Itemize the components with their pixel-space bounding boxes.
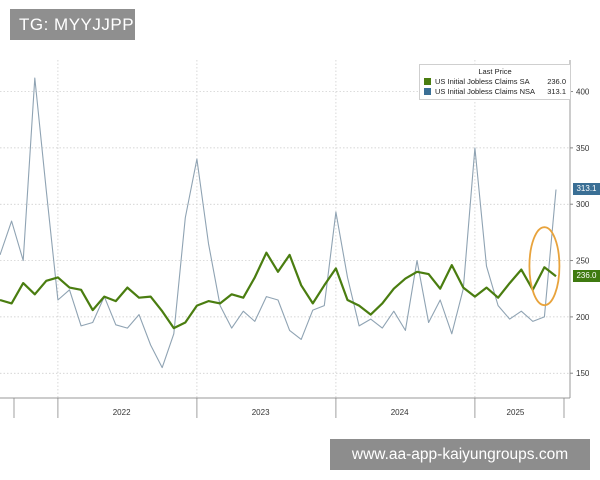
x-tick-label-2022: 2022 — [113, 408, 131, 417]
legend-value-nsa: 313.1 — [547, 86, 566, 96]
x-tick-label-2024: 2024 — [391, 408, 409, 417]
legend-swatch-nsa — [424, 87, 431, 95]
series-layer — [0, 77, 557, 369]
x-tick-label-2023: 2023 — [252, 408, 270, 417]
last-price-tag-sa: 236.0 — [573, 270, 600, 283]
legend-title: Last Price — [478, 67, 512, 76]
tg-watermark: TG: MYYJJPP — [10, 9, 135, 40]
url-watermark: www.aa-app-kaiyungroups.com — [330, 439, 590, 470]
y-tick-label-350: 350 — [576, 144, 590, 153]
series-line-sa — [0, 251, 557, 330]
legend-item-nsa: US Initial Jobless Claims NSA 313.1 — [420, 86, 570, 96]
highlight-ellipse — [528, 226, 561, 307]
y-tick-label-300: 300 — [576, 200, 590, 209]
legend-item-sa: US Initial Jobless Claims SA 236.0 — [420, 76, 570, 86]
grid-layer — [0, 60, 570, 398]
y-tick-label-250: 250 — [576, 257, 590, 266]
legend-label-sa: US Initial Jobless Claims SA — [435, 76, 530, 86]
y-tick-label-400: 400 — [576, 88, 590, 97]
y-tick-label-150: 150 — [576, 369, 590, 378]
axis-layer: 150 200 250 300 350 400 2022 2023 2024 2025 — [0, 60, 590, 418]
last-price-tag-nsa: 313.1 — [573, 183, 600, 196]
series-line-nsa — [0, 77, 557, 369]
x-tick-label-2025: 2025 — [507, 408, 525, 417]
legend-label-nsa: US Initial Jobless Claims NSA — [435, 86, 536, 96]
legend-swatch-sa — [424, 77, 431, 85]
legend-value-sa: 236.0 — [547, 76, 566, 86]
y-tick-label-200: 200 — [576, 313, 590, 322]
chart-legend: Last Price US Initial Jobless Claims SA … — [419, 64, 571, 100]
annotation-layer — [528, 226, 561, 307]
